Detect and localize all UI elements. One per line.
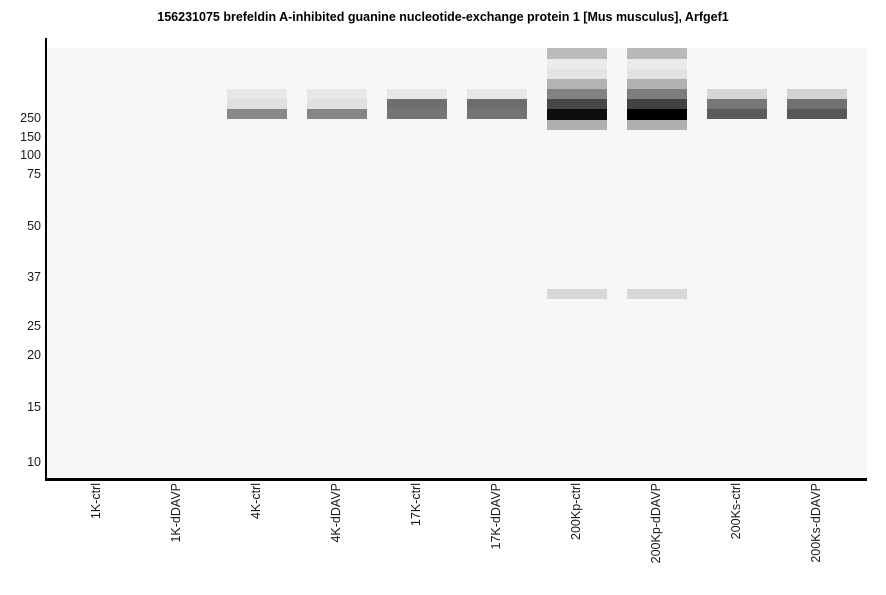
plot-area <box>47 48 867 479</box>
y-axis-line <box>45 38 47 481</box>
gel-band <box>387 99 447 109</box>
y-tick-label-75: 75 <box>27 167 41 181</box>
gel-band <box>227 109 287 119</box>
x-axis-line <box>45 478 867 481</box>
gel-band <box>227 99 287 109</box>
chart-title: 156231075 brefeldin A-inhibited guanine … <box>157 10 729 24</box>
gel-band <box>627 289 687 299</box>
lane-label-4K-ctrl: 4K-ctrl <box>249 483 263 520</box>
gel-band <box>627 59 687 69</box>
gel-band <box>787 89 847 99</box>
lane-label-17K-ctrl: 17K-ctrl <box>409 483 423 527</box>
gel-band <box>627 109 687 120</box>
y-tick-label-15: 15 <box>27 400 41 414</box>
gel-band <box>547 69 607 79</box>
gel-band <box>707 109 767 119</box>
gel-band <box>387 89 447 99</box>
lane-label-200Kp-dDAVP: 200Kp-dDAVP <box>649 483 663 564</box>
gel-band <box>707 89 767 99</box>
gel-band <box>467 109 527 119</box>
y-tick-label-150: 150 <box>20 130 41 144</box>
lane-label-17K-dDAVP: 17K-dDAVP <box>489 483 503 550</box>
gel-band <box>627 99 687 109</box>
lane-label-1K-ctrl: 1K-ctrl <box>89 483 103 520</box>
gel-band <box>547 89 607 99</box>
gel-band <box>547 48 607 59</box>
gel-band <box>387 109 447 119</box>
gel-band <box>307 109 367 119</box>
gel-band <box>467 89 527 99</box>
y-tick-label-20: 20 <box>27 348 41 362</box>
gel-band <box>627 120 687 130</box>
gel-band <box>547 109 607 120</box>
gel-band <box>627 69 687 79</box>
gel-band <box>547 289 607 299</box>
y-tick-label-25: 25 <box>27 319 41 333</box>
gel-band <box>547 59 607 69</box>
gel-band <box>307 89 367 99</box>
lane-label-200Kp-ctrl: 200Kp-ctrl <box>569 483 583 540</box>
y-tick-label-10: 10 <box>27 455 41 469</box>
gel-band <box>627 48 687 59</box>
gel-band <box>547 99 607 109</box>
lane-label-1K-dDAVP: 1K-dDAVP <box>169 483 183 543</box>
y-tick-label-50: 50 <box>27 219 41 233</box>
lane-label-200Ks-dDAVP: 200Ks-dDAVP <box>809 483 823 563</box>
gel-band <box>787 99 847 109</box>
gel-band <box>547 120 607 130</box>
gel-band <box>787 109 847 119</box>
y-tick-label-250: 250 <box>20 111 41 125</box>
gel-band <box>307 99 367 109</box>
y-tick-label-100: 100 <box>20 148 41 162</box>
gel-band <box>627 89 687 99</box>
gel-band <box>227 89 287 99</box>
lane-label-200Ks-ctrl: 200Ks-ctrl <box>729 483 743 540</box>
gel-band <box>467 99 527 109</box>
lane-label-4K-dDAVP: 4K-dDAVP <box>329 483 343 543</box>
gel-band <box>707 99 767 109</box>
gel-band <box>547 79 607 89</box>
y-tick-label-37: 37 <box>27 270 41 284</box>
gel-band <box>627 79 687 89</box>
